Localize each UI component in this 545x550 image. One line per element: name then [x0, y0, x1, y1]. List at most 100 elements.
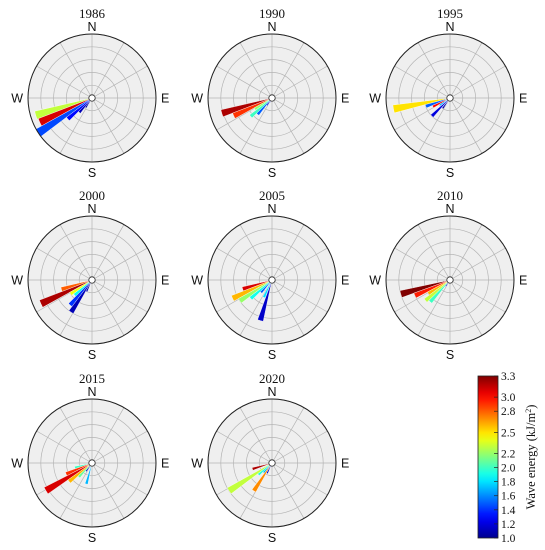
rose-sector: [69, 279, 93, 296]
grid-spoke: [449, 224, 483, 281]
direction-label-s: S: [88, 166, 96, 180]
grid-spoke: [36, 430, 93, 464]
direction-label-w: W: [11, 92, 23, 106]
grid-spoke: [239, 224, 273, 281]
colorbar-tick-label: 1.6: [501, 491, 516, 503]
rose-sector: [257, 279, 273, 322]
grid-spoke: [91, 247, 148, 281]
rose-sector: [66, 97, 93, 121]
rose-sector: [249, 97, 273, 119]
grid-spoke: [36, 247, 93, 281]
rose-sector: [251, 462, 273, 493]
grid-spoke: [59, 407, 93, 464]
polar-frame: [385, 215, 515, 345]
rose-sector: [257, 462, 273, 476]
grid-spoke: [271, 65, 328, 99]
grid-spoke: [239, 42, 273, 99]
grid-spoke: [91, 42, 125, 99]
grid-spoke: [271, 462, 328, 496]
direction-label-s: S: [268, 531, 276, 545]
direction-label-e: E: [161, 457, 169, 471]
grid-spoke: [91, 407, 125, 464]
rose-sector: [238, 279, 273, 304]
rose-sector: [259, 279, 273, 294]
panel-year-label: 1990: [259, 6, 285, 21]
rose-sector: [251, 462, 273, 471]
colorbar-tick-label: 3.0: [501, 392, 516, 404]
polar-frame: [27, 33, 157, 163]
panel-year-label: 1995: [437, 6, 463, 21]
direction-label-s: S: [88, 531, 96, 545]
direction-label-s: S: [268, 166, 276, 180]
panel-year-label: 2005: [259, 188, 285, 203]
grid-spoke: [216, 247, 273, 281]
grid-spoke: [271, 97, 328, 131]
direction-label-w: W: [191, 457, 203, 471]
polar-frame: [207, 215, 337, 345]
direction-label-n: N: [87, 202, 96, 216]
direction-label-e: E: [341, 92, 349, 106]
grid-spoke: [91, 279, 148, 313]
rose-sector: [84, 462, 93, 485]
rose-sector: [430, 97, 451, 118]
polar-center: [88, 459, 96, 467]
direction-label-n: N: [87, 20, 96, 34]
direction-label-e: E: [341, 457, 349, 471]
panel-year-label: 2000: [79, 188, 105, 203]
panel-year-label: 2015: [79, 371, 105, 386]
polar-center: [88, 94, 96, 102]
polar-center: [446, 276, 454, 284]
grid-spoke: [59, 224, 93, 281]
grid-spoke: [91, 97, 125, 154]
rose-sector: [413, 279, 451, 299]
grid-spoke: [216, 65, 273, 99]
grid-spoke: [91, 462, 148, 496]
grid-spoke: [91, 279, 125, 336]
direction-label-n: N: [267, 202, 276, 216]
rose-sector: [249, 279, 273, 301]
grid-spoke: [449, 97, 506, 131]
direction-label-w: W: [369, 274, 381, 288]
direction-label-n: N: [445, 202, 454, 216]
direction-label-w: W: [11, 457, 23, 471]
polar-center: [446, 94, 454, 102]
colorbar-tick-label: 3.3: [501, 371, 516, 383]
direction-label-s: S: [88, 348, 96, 362]
grid-spoke: [417, 224, 451, 281]
rose-sector: [226, 462, 273, 495]
direction-label-s: S: [446, 348, 454, 362]
direction-label-n: N: [267, 20, 276, 34]
direction-label-w: W: [191, 92, 203, 106]
grid-spoke: [271, 279, 305, 336]
grid-spoke: [271, 279, 328, 313]
rose-sector: [231, 279, 273, 302]
direction-label-s: S: [446, 166, 454, 180]
grid-spoke: [91, 430, 148, 464]
direction-label-s: S: [268, 348, 276, 362]
grid-spoke: [59, 462, 93, 519]
panel-year-label: 2010: [437, 188, 463, 203]
colorbar-tick-label: 1.4: [501, 505, 516, 517]
rose-sector: [77, 462, 93, 479]
grid-spoke: [91, 462, 125, 519]
polar-frame: [207, 33, 337, 163]
rose-sector: [34, 97, 93, 120]
panel-year-label: 1986: [79, 6, 106, 21]
grid-spoke: [59, 42, 93, 99]
direction-label-e: E: [341, 274, 349, 288]
colorbar-tick-label: 1.0: [501, 533, 516, 545]
polar-center: [268, 276, 276, 284]
grid-spoke: [36, 65, 93, 99]
grid-spoke: [271, 462, 305, 519]
colorbar-tick-label: 2.0: [501, 463, 516, 475]
colorbar-tick-label: 1.8: [501, 477, 516, 489]
polar-center: [88, 276, 96, 284]
grid-spoke: [417, 279, 451, 336]
polar-frame: [207, 398, 337, 528]
grid-spoke: [417, 42, 451, 99]
grid-spoke: [449, 279, 483, 336]
